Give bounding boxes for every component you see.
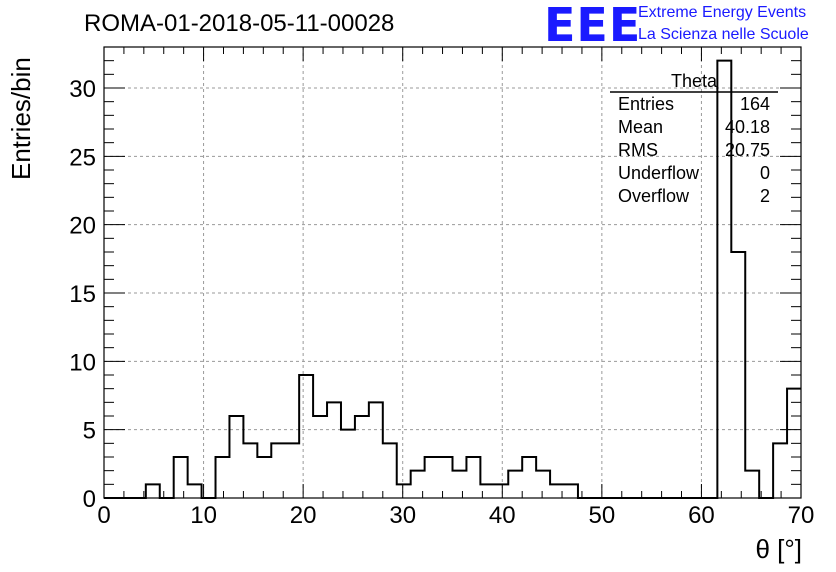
histogram-bin (383, 443, 397, 498)
stats-row-value: 0 (760, 163, 770, 183)
y-tick-label: 30 (69, 76, 96, 103)
histogram-bin (508, 471, 522, 498)
histogram-bin (299, 375, 313, 498)
histogram-bin (327, 402, 341, 498)
histogram-bin (355, 416, 369, 498)
histogram-bin (174, 457, 188, 498)
y-tick-label: 20 (69, 213, 96, 240)
stats-row-label: Underflow (618, 163, 700, 183)
histogram-bin (313, 416, 327, 498)
histogram-bin (285, 443, 299, 498)
histogram-bin (453, 471, 467, 498)
histogram-bin (536, 471, 550, 498)
histogram-bin (216, 457, 230, 498)
stats-box-title: Theta (671, 71, 718, 91)
stats-row-value: 20.75 (725, 140, 770, 160)
x-tick-label: 10 (190, 502, 217, 529)
histogram-bin (188, 484, 202, 498)
x-tick-label: 60 (688, 502, 715, 529)
histogram-bin (773, 443, 787, 498)
x-axis-label: θ [°] (755, 534, 802, 564)
histogram-bin (425, 457, 439, 498)
histogram-bin (271, 443, 285, 498)
x-tick-label: 30 (389, 502, 416, 529)
histogram-bin (229, 416, 243, 498)
histogram-bin (341, 430, 355, 498)
histogram-outline (104, 59, 801, 499)
chart-title: ROMA-01-2018-05-11-00028 (84, 10, 395, 37)
histogram-bin (243, 443, 257, 498)
stats-row-value: 40.18 (725, 117, 770, 137)
logo-line-1: Extreme Energy Events (638, 4, 807, 21)
histogram-bin (466, 457, 480, 498)
eee-logo: EEE Extreme Energy Events La Scienza nel… (544, 0, 834, 52)
histogram-bin (494, 484, 508, 498)
plot-frame (103, 46, 802, 499)
histogram-bin (745, 471, 759, 498)
y-tick-label: 15 (69, 281, 96, 308)
logo-line-2: La Scienza nelle Scuole (638, 26, 809, 43)
stats-row-label: RMS (618, 140, 658, 160)
stats-row-label: Entries (618, 94, 674, 114)
stats-row-value: 164 (740, 94, 770, 114)
x-tick-label: 40 (489, 502, 516, 529)
x-tick-label: 20 (290, 502, 317, 529)
histogram-bin (146, 484, 160, 498)
logo-mark: EEE (544, 0, 642, 52)
histogram-bin (397, 484, 411, 498)
histogram-bin (439, 457, 453, 498)
stats-row-label: Mean (618, 117, 663, 137)
x-tick-label: 50 (589, 502, 616, 529)
histogram-bin (564, 484, 578, 498)
y-tick-label: 0 (83, 486, 96, 513)
histogram-bin (369, 402, 383, 498)
histogram-bin (522, 457, 536, 498)
x-tick-label: 70 (788, 502, 815, 529)
stats-row-value: 2 (760, 186, 770, 206)
y-tick-label: 5 (83, 418, 96, 445)
y-tick-label: 10 (69, 349, 96, 376)
x-tick-label: 0 (97, 502, 110, 529)
y-tick-label: 25 (69, 144, 96, 171)
histogram-bin (731, 252, 745, 498)
histogram-bin (257, 457, 271, 498)
stats-row-label: Overflow (618, 186, 690, 206)
